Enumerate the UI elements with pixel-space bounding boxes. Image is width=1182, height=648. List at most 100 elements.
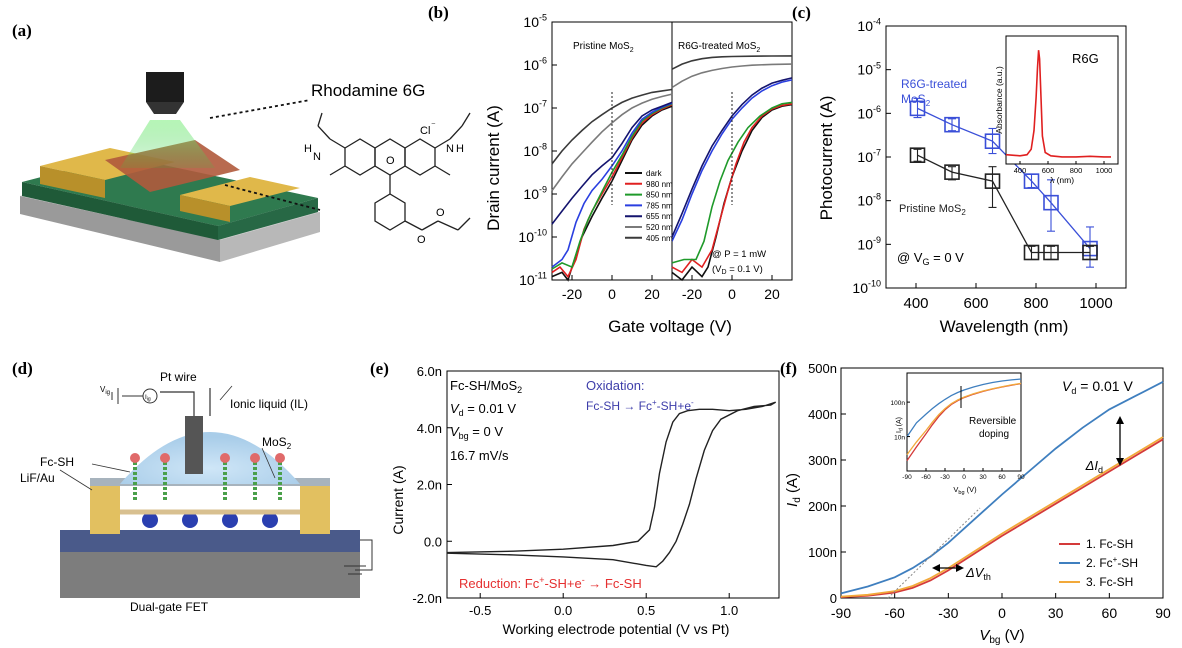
panel-d: (d) Pt wire Ionic liquid (IL) F [12, 359, 373, 614]
f-xtick-label: 60 [1102, 605, 1118, 621]
c-data-point [1043, 194, 1059, 211]
c-ytick-label: 10-4 [857, 17, 881, 34]
atom-o-ring: O [386, 155, 395, 167]
f-inset-line [906, 378, 1022, 437]
panel-c: (c) Photocurrent (A) Wavelength (nm) 10-… [792, 3, 1127, 336]
b-legend-label: 785 nm [646, 201, 673, 210]
f-inset-xtick-label: 60 [998, 474, 1006, 481]
b-legend-label: dark [646, 169, 663, 178]
e-ytick-label: 2.0n [417, 478, 442, 493]
c-inset-xtick-label: 400 [1014, 166, 1027, 175]
c-ytick-label: 10-9 [857, 235, 881, 252]
f-xtick-label: -60 [885, 605, 905, 621]
f-xtick-label: -30 [938, 605, 958, 621]
b-series-line [671, 101, 793, 264]
e-oxidation-title: Oxidation: [586, 378, 645, 393]
c-ytick-label: 10-7 [857, 148, 881, 165]
f-xtick-label: -90 [831, 605, 851, 621]
d-fc-head [160, 453, 170, 463]
d-fc-sh: Fc-SH [40, 455, 74, 469]
c-data-point [984, 173, 1001, 189]
d-vig: Vig [100, 385, 110, 396]
f-xlabel: Vbg (V) [979, 627, 1024, 646]
c-data-point [1043, 244, 1059, 261]
panel-a: (a) Rhodamine 6G [12, 21, 471, 262]
f-inset-xtick-label: -30 [940, 474, 950, 481]
c-ylabel: Photocurrent (A) [817, 96, 836, 221]
f-xtick-label: 90 [1155, 605, 1171, 621]
f-plot-area [840, 380, 1164, 598]
f-xtick-label: 30 [1048, 605, 1064, 621]
panel-d-label: (d) [12, 359, 33, 378]
b-ytick-label: 10-5 [523, 13, 547, 30]
d-mo-atom [262, 512, 278, 528]
f-inset-line [906, 382, 1022, 455]
b-legend-label: 850 nm [646, 191, 673, 200]
e-ytick-label: -2.0n [412, 591, 442, 606]
panel-c-label: (c) [792, 3, 811, 22]
panel-e-label: (e) [370, 359, 389, 378]
b-ytick-label: 10-8 [523, 142, 547, 159]
f-inset-ytick-label: 100n [891, 400, 906, 407]
atom-cl: Cl [420, 125, 430, 137]
f-inset-ytick-label: 10n [894, 435, 905, 442]
d-fc-head [220, 453, 230, 463]
f-inset-ylabel: Id (A) [896, 417, 905, 433]
e-reduction-equation: Reduction: Fc+-SH+e- → Fc-SH [459, 575, 642, 591]
d-mo-atom [182, 512, 198, 528]
d-mos2: MoS2 [262, 435, 292, 451]
e-ytick-label: 4.0n [417, 421, 442, 436]
e-xlabel: Working electrode potential (V vs Pt) [503, 621, 730, 637]
e-ytick-group: -2.0n 0.0 2.0n 4.0n 6.0n [412, 364, 452, 606]
c-inset-xtick-label: 800 [1070, 166, 1083, 175]
c-inset-frame [1005, 35, 1119, 165]
b-series-line [671, 63, 793, 89]
c-data-point [909, 100, 926, 117]
e-text-sample: Fc-SH/MoS2 [450, 378, 522, 395]
c-xtick-label: 400 [903, 295, 928, 312]
b-ylabel: Drain current (A) [484, 105, 503, 231]
c-ytick-group: 10-10 10-9 10-8 10-7 10-6 10-5 10-4 [852, 17, 891, 296]
f-legend: 1. Fc-SH 2. Fc+-SH 3. Fc-SH [1059, 537, 1138, 589]
b-ytick-label: 10-10 [518, 228, 547, 245]
b-legend-label: 655 nm [646, 212, 673, 221]
d-fc-head [250, 453, 260, 463]
c-xlabel: Wavelength (nm) [940, 317, 1069, 336]
d-device-name: Dual-gate FET [130, 600, 209, 614]
f-annotation-vd: Vd = 0.01 V [1062, 378, 1133, 396]
b-legend-label: 405 nm [646, 234, 673, 243]
b-annotation-vd: (VD = 0.1 V) [712, 264, 763, 276]
atom-o-ester2: O [436, 207, 445, 219]
f-xtick-label: 0 [998, 605, 1006, 621]
e-xtick-group: -0.5 0.0 0.5 1.0 [469, 593, 738, 618]
d-ionic-liquid: Ionic liquid (IL) [230, 397, 308, 411]
d-fc-head [275, 453, 285, 463]
b-series-line [551, 102, 673, 268]
c-inset-ylabel: Absorbance (a.u.) [994, 66, 1004, 134]
d-mo-atom [222, 512, 238, 528]
b-series-line [551, 93, 673, 192]
panel-b-label: (b) [428, 3, 449, 22]
f-inset-text-2: doping [979, 429, 1009, 440]
rhodamine-structure [317, 112, 471, 231]
f-ytick-group: 0 100n 200n 300n 400n 500n [808, 361, 846, 606]
d-iig: Iig [145, 394, 151, 403]
b-xtick-label: 20 [764, 286, 780, 302]
f-ytick-label: 100n [808, 545, 837, 560]
b-series-line [671, 79, 793, 242]
b-xtick-label: -20 [562, 286, 582, 302]
e-text-scan-rate: 16.7 mV/s [450, 448, 509, 463]
e-xtick-label: 1.0 [720, 603, 738, 618]
c-annotation-vg: @ VG = 0 V [897, 250, 964, 267]
f-series-line [840, 438, 1164, 598]
d-fc-head [130, 453, 140, 463]
f-inset-plot: -90 -60 -30 0 30 60 90 10n 100n [891, 378, 1025, 481]
c-data-point [909, 147, 926, 163]
e-cv-curve [446, 401, 777, 568]
c-inset-xtick-label: 600 [1042, 166, 1055, 175]
f-inset-xlabel: Vbg (V) [953, 485, 977, 496]
f-legend-label: 1. Fc-SH [1086, 537, 1133, 551]
f-legend-label: 3. Fc-SH [1086, 575, 1133, 589]
e-ytick-label: 6.0n [417, 364, 442, 379]
f-series-line [840, 380, 1164, 595]
